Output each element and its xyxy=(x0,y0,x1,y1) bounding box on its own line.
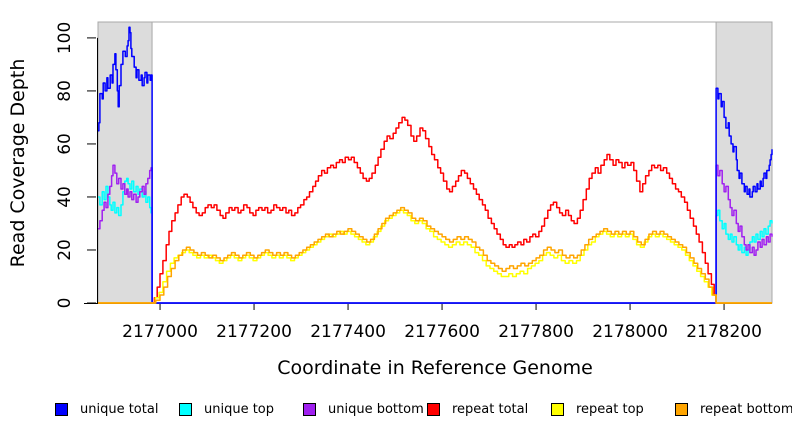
legend-swatch-icon xyxy=(675,402,688,416)
legend-swatch-icon xyxy=(551,402,564,416)
legend-item-repeat-bottom: repeat bottom xyxy=(655,402,792,417)
series-repeat-bottom-line xyxy=(98,206,772,304)
legend-label: repeat bottom xyxy=(700,401,792,417)
x-tick-label: 2178000 xyxy=(592,322,668,342)
x-tick-label: 2177600 xyxy=(404,322,480,342)
legend-item-unique-total: unique total xyxy=(35,402,159,417)
legend-swatch-icon xyxy=(427,402,440,416)
y-tick-label: 40 xyxy=(55,186,75,208)
legend-label: unique bottom xyxy=(328,401,424,417)
x-tick-label: 2178200 xyxy=(686,322,762,342)
shaded-right-unique-region xyxy=(715,21,773,304)
series-repeat-top-line xyxy=(98,209,772,304)
legend: unique total unique top unique bottom repea… xyxy=(35,397,792,421)
y-tick-label: 20 xyxy=(55,239,75,261)
plot-frame xyxy=(97,21,773,304)
shaded-left-unique-region xyxy=(97,21,153,304)
legend-label: repeat top xyxy=(576,401,644,417)
y-axis-title: Read Coverage Depth xyxy=(7,59,29,268)
legend-item-unique-top: unique top xyxy=(159,402,283,417)
x-tick-label: 2177200 xyxy=(216,322,292,342)
legend-label: unique top xyxy=(204,401,275,417)
legend-swatch-icon xyxy=(303,402,316,416)
legend-item-repeat-total: repeat total xyxy=(407,402,531,417)
coverage-chart: 2177000 2177200 2177400 2177600 2177800 21780… xyxy=(7,21,773,342)
legend-label: repeat total xyxy=(452,401,529,417)
legend-label: unique total xyxy=(80,401,159,417)
x-tick-label: 2177400 xyxy=(310,322,386,342)
legend-swatch-icon xyxy=(179,402,192,416)
y-tick-label: 0 xyxy=(55,298,75,309)
x-axis-title: Coordinate in Reference Genome xyxy=(277,357,593,379)
y-tick-label: 80 xyxy=(55,80,75,102)
series-unique-bottom-line xyxy=(98,164,773,304)
legend-item-unique-bottom: unique bottom xyxy=(283,402,424,417)
series-unique-total-line xyxy=(98,26,773,304)
series-repeat-total-line xyxy=(98,116,772,304)
legend-swatch-icon xyxy=(55,402,68,416)
legend-item-repeat-top: repeat top xyxy=(531,402,655,417)
y-tick-label: 100 xyxy=(55,22,75,54)
x-tick-label: 2177000 xyxy=(122,322,198,342)
y-tick-label: 60 xyxy=(55,133,75,155)
x-tick-label: 2177800 xyxy=(498,322,574,342)
